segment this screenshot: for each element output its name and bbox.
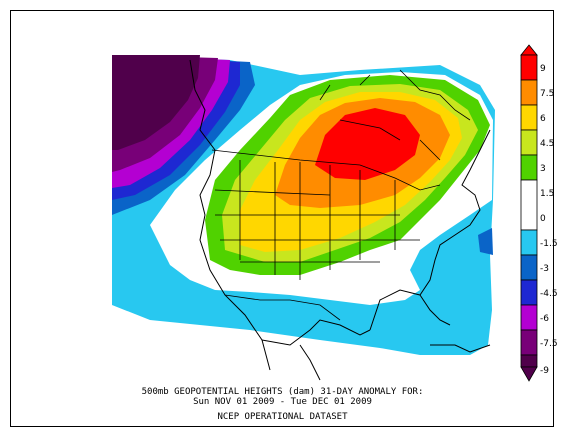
legend-swatch-11 (520, 329, 538, 356)
coastlines (189, 59, 491, 381)
legend-swatch-2 (520, 79, 538, 106)
color-bar (520, 44, 538, 382)
legend-swatch-10 (520, 304, 538, 331)
legend-label-6: 6 (540, 114, 546, 124)
legend-swatch-4 (520, 129, 538, 156)
political-borders (211, 69, 471, 321)
legend-swatch-8 (520, 254, 538, 281)
legend-swatch-3 (520, 104, 538, 131)
legend-top-arrow (520, 44, 538, 56)
caption-date-range: Sun NOV 01 2009 - Tue DEC 01 2009 (193, 397, 372, 407)
legend-label-minus-4-5: -4.5 (540, 289, 558, 299)
legend-swatch-5 (520, 154, 538, 181)
legend-label-7-5: 7.5 (540, 89, 554, 99)
legend-bottom-arrow (520, 366, 538, 382)
legend-label-1-5: 1.5 (540, 189, 554, 199)
map-frame (10, 10, 554, 427)
caption-title: 500mb GEOPOTENTIAL HEIGHTS (dam) 31-DAY … (141, 387, 424, 397)
legend-label-9: 9 (540, 64, 546, 74)
legend-label-0: 0 (540, 214, 546, 224)
legend-swatch-12 (520, 354, 538, 368)
legend-swatch-1 (520, 54, 538, 81)
legend-label-4-5: 4.5 (540, 139, 554, 149)
legend-label-minus-9: -9 (540, 366, 549, 376)
legend-label-minus-3: -3 (540, 264, 549, 274)
caption-dataset: NCEP OPERATIONAL DATASET (217, 412, 348, 422)
positive-anomaly-red-region (315, 108, 420, 180)
negative-anomaly-east-patch (478, 228, 493, 255)
color-bar-labels: 9 7.5 6 4.5 3 1.5 0 -1.5 -3 -4.5 -6 -7.5… (540, 64, 558, 376)
legend-label-minus-7-5: -7.5 (540, 339, 558, 349)
negative-anomaly-deeppurple-region (112, 55, 200, 150)
legend-label-3: 3 (540, 164, 546, 174)
legend-swatch-7 (520, 229, 538, 256)
legend-swatch-6 (520, 179, 538, 231)
legend-label-minus-1-5: -1.5 (540, 239, 558, 249)
legend-label-minus-6: -6 (540, 314, 549, 324)
legend-swatch-9 (520, 279, 538, 306)
